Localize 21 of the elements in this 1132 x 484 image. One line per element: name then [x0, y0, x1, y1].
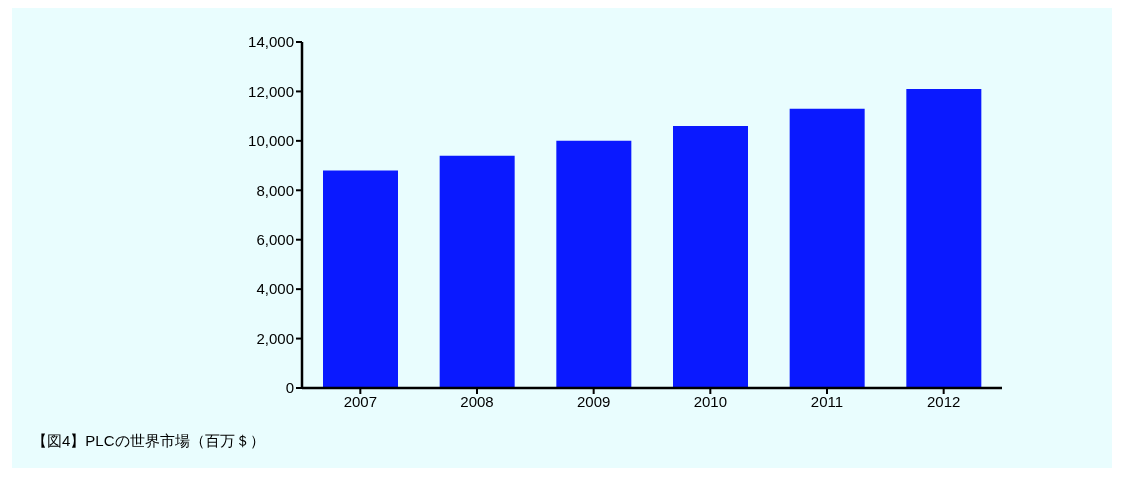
x-tick-label: 2010 — [693, 392, 728, 410]
bar — [789, 108, 865, 388]
y-tick-label: 12,000 — [248, 82, 294, 100]
x-tick-label: 2009 — [576, 392, 611, 410]
y-tick-label: 8,000 — [256, 181, 294, 199]
y-tick-label: 6,000 — [256, 231, 294, 249]
bar — [906, 88, 982, 388]
x-tick-label: 2012 — [926, 392, 961, 410]
y-tick-label: 0 — [285, 379, 294, 397]
bar — [439, 155, 515, 388]
y-tick-label: 4,000 — [256, 280, 294, 298]
y-tick-label: 10,000 — [248, 132, 294, 150]
bar — [323, 170, 398, 388]
text: 【図4】PLCの世界市場（百万＄） — [32, 432, 265, 449]
bar — [673, 126, 748, 388]
bar — [556, 140, 632, 388]
x-tick-label: 2008 — [460, 392, 494, 410]
x-tick-label: 2007 — [343, 392, 378, 410]
x-tick-label: 2011 — [810, 392, 844, 410]
y-tick-label: 14,000 — [248, 33, 294, 51]
y-tick-label: 2,000 — [256, 329, 294, 347]
